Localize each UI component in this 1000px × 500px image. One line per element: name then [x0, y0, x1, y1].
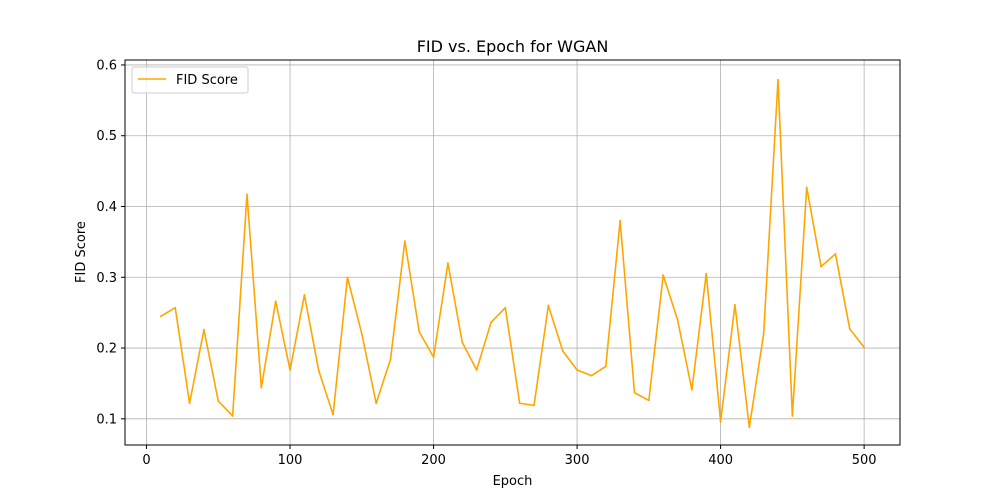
- fid-score-point: [748, 426, 751, 429]
- fid-score-point: [389, 358, 392, 361]
- fid-score-point: [547, 304, 550, 307]
- x-axis-ticks: 0 100 200 300 400 500: [142, 445, 877, 468]
- fid-score-point: [490, 321, 492, 324]
- fid-score-point: [217, 400, 220, 403]
- fid-score-point: [260, 386, 263, 389]
- legend-label: FID Score: [176, 73, 238, 88]
- series-lines: [159, 78, 866, 429]
- fid-score-point: [504, 306, 507, 309]
- fid-score-point: [590, 374, 593, 377]
- fid-score-point: [705, 272, 708, 275]
- fid-score-point: [676, 318, 679, 321]
- fid-score-point: [604, 365, 607, 368]
- fid-score-point: [633, 391, 636, 394]
- chart-title: FID vs. Epoch for WGAN: [417, 37, 609, 56]
- grid-lines: [125, 60, 900, 445]
- fid-score-point: [791, 415, 794, 417]
- x-tick-label: 400: [708, 453, 733, 468]
- y-tick-label: 0.1: [96, 412, 117, 427]
- fid-score-line: [160, 79, 865, 429]
- legend: FID Score: [131, 66, 249, 94]
- fid-score-point: [805, 186, 808, 189]
- fid-score-point: [403, 240, 406, 243]
- plot-area-frame: [124, 59, 901, 446]
- fid-score-point: [475, 369, 478, 371]
- fid-score-point: [518, 402, 521, 405]
- fid-score-point: [533, 404, 535, 407]
- y-tick-label: 0.6: [96, 58, 117, 73]
- fid-score-point: [447, 262, 449, 265]
- fid-score-point: [777, 78, 779, 81]
- x-tick-label: 200: [421, 453, 446, 468]
- fid-score-point: [461, 341, 464, 344]
- fid-score-point: [188, 402, 191, 405]
- fid-score-point: [691, 388, 693, 391]
- x-tick-label: 100: [278, 453, 303, 468]
- fid-score-point: [647, 399, 650, 402]
- fid-score-point: [432, 356, 435, 359]
- fid-score-point: [662, 274, 665, 277]
- fid-score-point: [619, 219, 622, 222]
- fid-score-point: [576, 369, 578, 371]
- y-tick-label: 0.2: [96, 342, 117, 357]
- y-tick-label: 0.4: [96, 200, 117, 215]
- fid-score-point: [332, 413, 334, 416]
- fid-score-point: [834, 253, 837, 255]
- fid-score-point: [317, 369, 320, 372]
- fid-score-point: [274, 300, 277, 303]
- y-axis-label: FID Score: [74, 221, 89, 283]
- fid-score-point: [360, 332, 363, 335]
- fid-score-point: [346, 276, 349, 279]
- fid-score-point: [303, 294, 306, 296]
- legend-box: [131, 66, 249, 94]
- fid-score-point: [418, 330, 421, 333]
- fid-score-point: [375, 402, 378, 405]
- fid-score-point: [203, 328, 205, 331]
- fid-score-point: [820, 265, 822, 268]
- fid-score-point: [231, 415, 234, 417]
- x-tick-label: 500: [852, 453, 877, 468]
- fid-score-point: [734, 303, 736, 306]
- fid-score-point: [848, 328, 851, 330]
- x-tick-label: 300: [565, 453, 590, 468]
- fid-score-point: [174, 306, 177, 309]
- y-tick-label: 0.3: [96, 271, 117, 286]
- x-axis-label: Epoch: [493, 474, 533, 489]
- x-tick-label: 0: [142, 453, 150, 468]
- fid-score-point: [719, 420, 722, 423]
- fid-score-point: [159, 315, 162, 318]
- fid-score-point: [762, 332, 765, 335]
- y-axis-ticks: 0.1 0.2 0.3 0.4 0.5 0.6: [96, 58, 125, 427]
- fid-score-point: [289, 369, 291, 371]
- fid-score-point: [246, 193, 248, 196]
- y-tick-label: 0.5: [96, 129, 117, 144]
- fid-score-point: [863, 346, 866, 349]
- fid-score-point: [561, 349, 564, 352]
